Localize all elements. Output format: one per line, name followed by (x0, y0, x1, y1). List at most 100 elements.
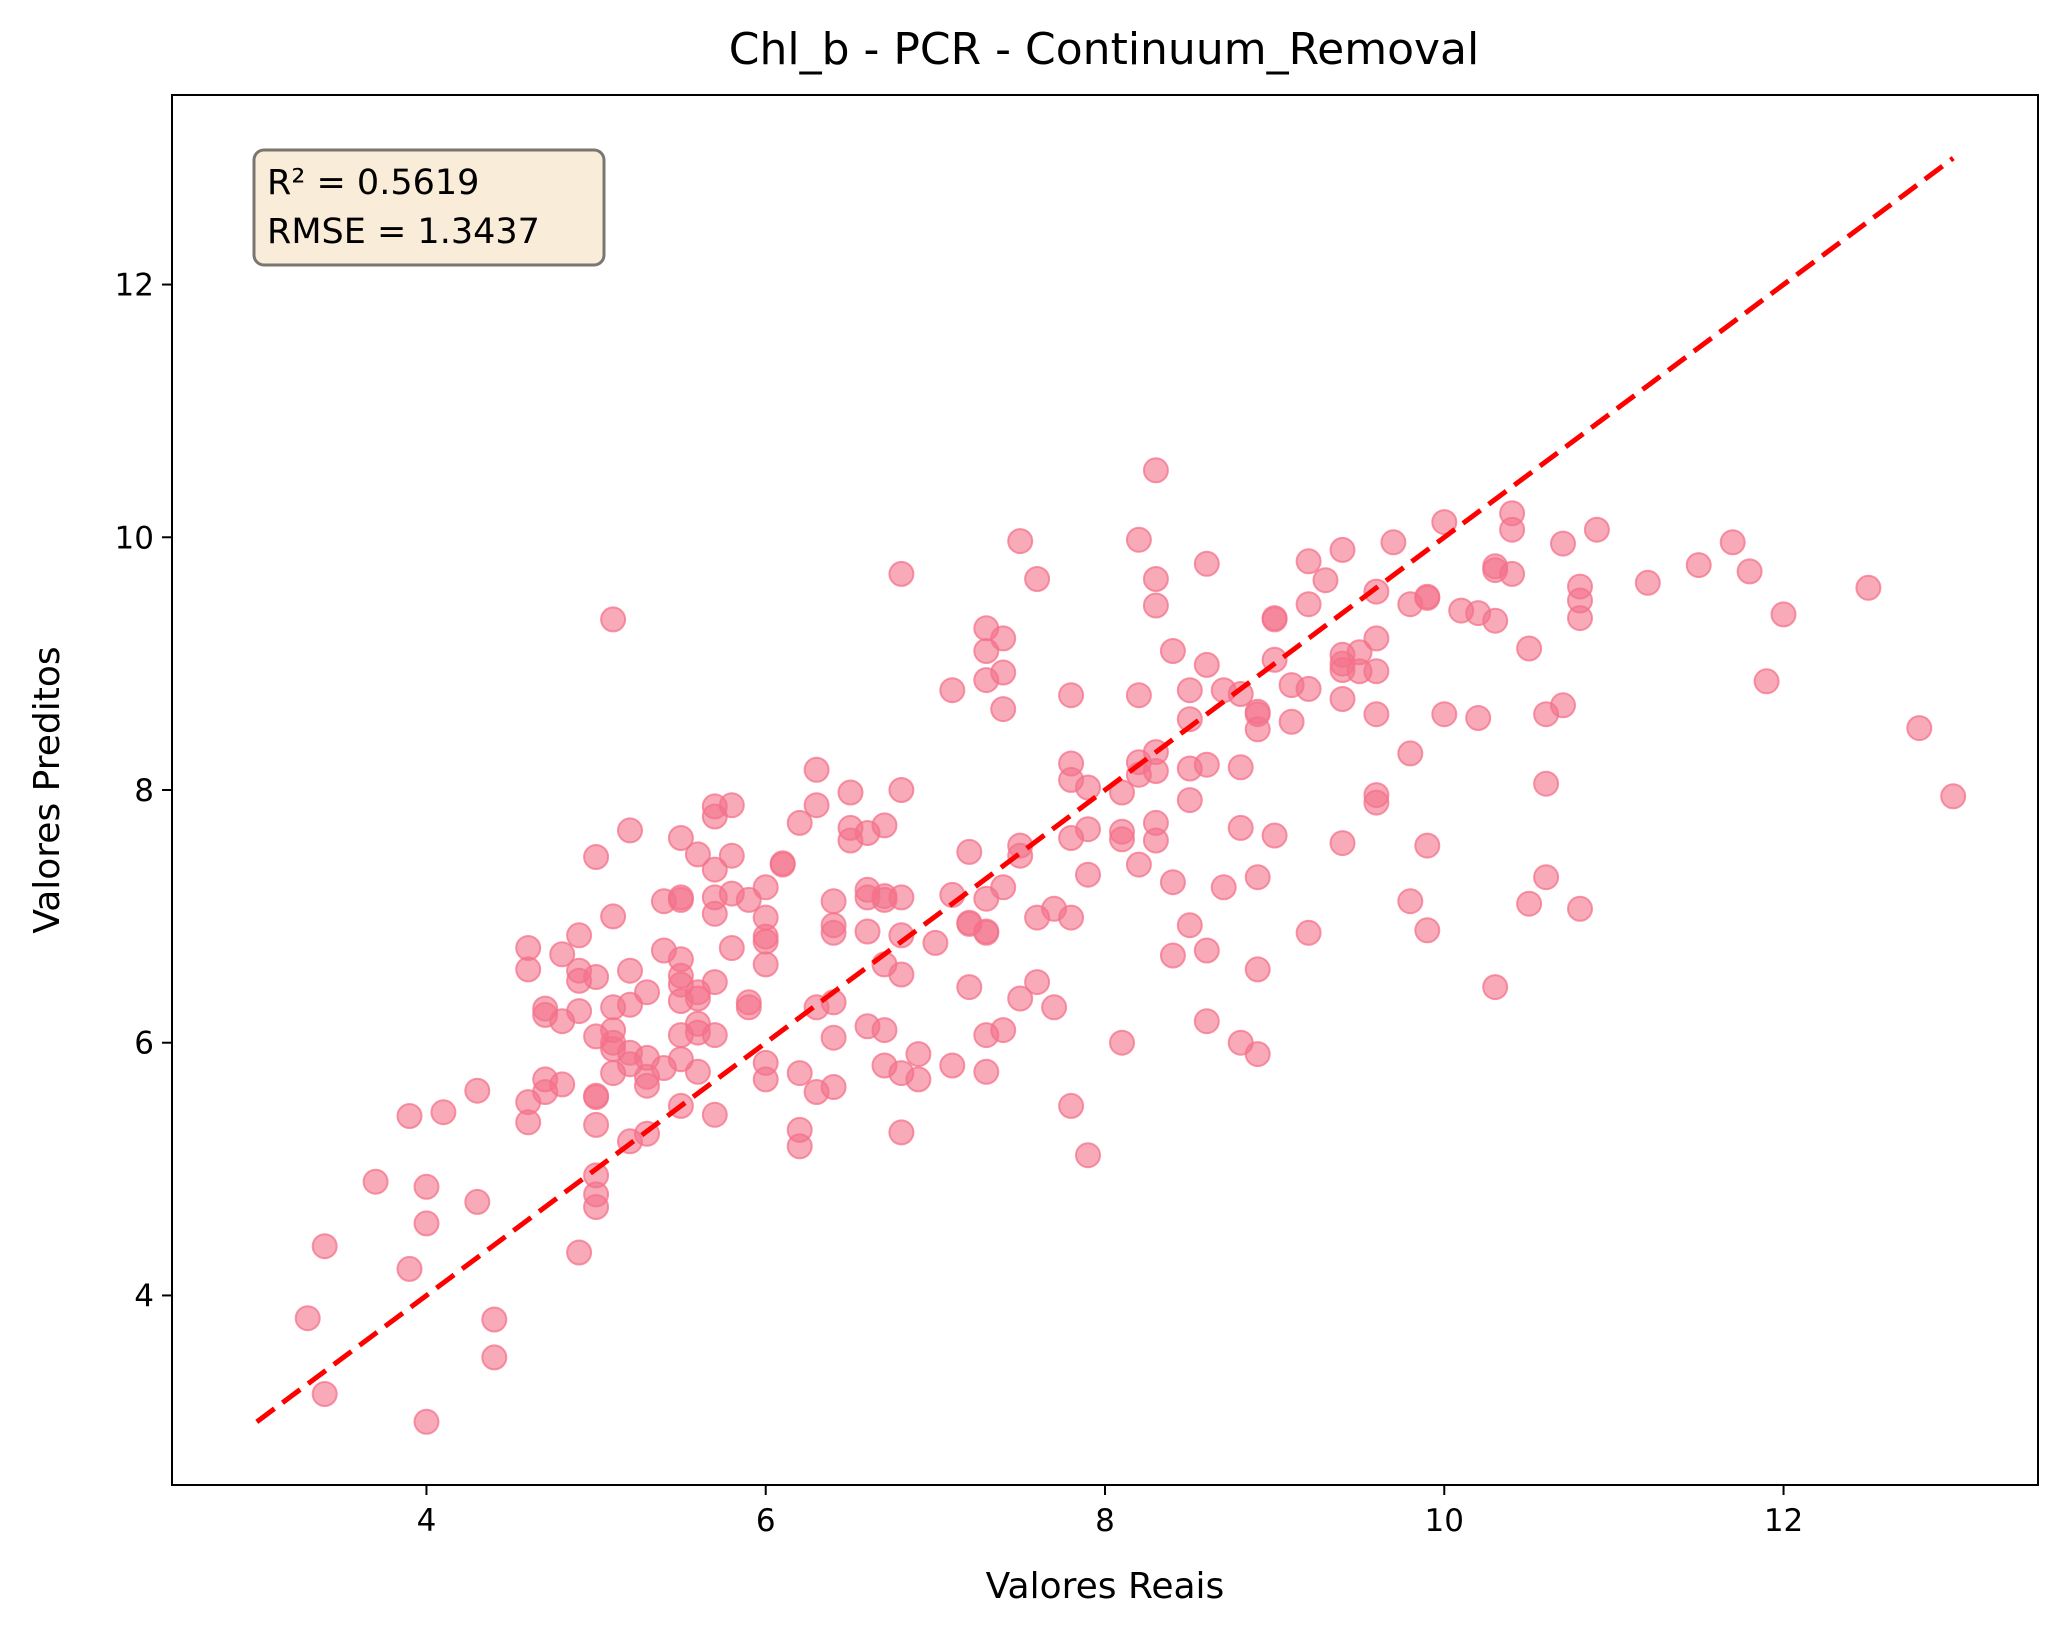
data-point-233 (1329, 686, 1356, 712)
data-point-221 (1261, 822, 1288, 849)
data-point-0 (294, 1305, 321, 1332)
data-point-78 (701, 856, 728, 883)
data-point-99 (769, 851, 796, 878)
data-point-13 (481, 1344, 508, 1371)
data-point-3 (362, 1168, 389, 1195)
stats-box-background (252, 148, 606, 267)
data-point-174 (1075, 816, 1101, 843)
data-point-252 (1431, 701, 1458, 728)
data-point-150 (973, 919, 1000, 946)
data-point-134 (888, 1119, 915, 1146)
data-point-155 (990, 696, 1017, 723)
data-point-187 (1142, 566, 1169, 592)
data-point-84 (718, 792, 745, 819)
data-point-248 (1414, 584, 1441, 611)
data-point-40 (600, 903, 627, 930)
data-point-30 (583, 844, 610, 870)
data-point-251 (1431, 509, 1458, 536)
data-point-156 (990, 874, 1017, 901)
data-point-9 (430, 1099, 457, 1126)
y-tick-label-4: 4 (134, 1278, 154, 1314)
data-point-75 (684, 1058, 711, 1085)
data-point-5 (396, 1255, 423, 1282)
data-point-199 (1176, 787, 1203, 814)
data-point-266 (1533, 770, 1560, 797)
data-point-267 (1533, 864, 1560, 891)
x-tick-label-12: 12 (1764, 1503, 1803, 1539)
data-point-283 (1940, 783, 1967, 810)
data-point-172 (1058, 1092, 1085, 1119)
data-point-181 (1125, 526, 1152, 553)
data-point-72 (684, 985, 711, 1012)
data-point-153 (990, 625, 1017, 652)
data-point-90 (735, 994, 762, 1021)
data-point-138 (939, 677, 966, 704)
data-point-87 (718, 935, 745, 961)
data-point-281 (1855, 574, 1882, 601)
data-point-202 (1193, 651, 1220, 678)
data-point-10 (464, 1077, 491, 1104)
data-point-29 (566, 1239, 593, 1266)
data-point-129 (888, 777, 915, 803)
data-point-207 (1210, 874, 1237, 901)
data-point-275 (1634, 569, 1661, 596)
data-point-4 (396, 1103, 423, 1129)
data-point-280 (1770, 601, 1797, 628)
data-point-277 (1719, 529, 1746, 556)
data-point-196 (1176, 677, 1203, 704)
data-point-215 (1244, 864, 1271, 891)
data-point-7 (413, 1210, 440, 1237)
data-point-22 (549, 941, 576, 968)
data-point-161 (1007, 985, 1034, 1012)
data-point-203 (1193, 751, 1220, 778)
data-point-185 (1125, 851, 1152, 878)
data-point-188 (1142, 592, 1169, 619)
data-point-85 (718, 842, 745, 869)
data-point-268 (1550, 530, 1576, 557)
data-point-258 (1482, 607, 1509, 634)
data-point-100 (786, 809, 813, 836)
data-point-182 (1125, 682, 1152, 709)
data-point-112 (820, 1024, 847, 1051)
data-point-223 (1278, 708, 1305, 735)
data-point-177 (1109, 779, 1135, 806)
data-point-157 (990, 1017, 1017, 1044)
data-point-24 (549, 1071, 576, 1098)
data-point-204 (1193, 937, 1220, 964)
data-point-237 (1363, 578, 1390, 605)
data-point-200 (1176, 912, 1203, 939)
data-point-104 (803, 756, 830, 783)
data-point-261 (1499, 516, 1526, 543)
data-point-152 (973, 1058, 1000, 1085)
data-point-105 (803, 792, 830, 819)
data-point-246 (1397, 888, 1424, 915)
data-point-120 (854, 918, 881, 945)
data-point-164 (1024, 969, 1051, 996)
data-point-52 (634, 979, 660, 1006)
y-tick-label-8: 8 (134, 773, 154, 809)
identity-line (255, 156, 1955, 1424)
data-point-82 (701, 1022, 728, 1049)
data-point-31 (583, 964, 610, 990)
data-point-273 (1567, 895, 1593, 922)
data-point-55 (634, 1072, 660, 1099)
r2-label: R² = 0.5619 (267, 163, 479, 203)
data-point-97 (752, 1066, 779, 1093)
data-point-158 (1007, 528, 1034, 555)
data-point-2 (311, 1381, 338, 1407)
data-point-34 (583, 1084, 610, 1111)
data-point-190 (1142, 758, 1169, 784)
data-point-136 (905, 1066, 932, 1093)
data-point-227 (1295, 919, 1322, 946)
data-point-274 (1583, 516, 1610, 543)
data-point-240 (1363, 701, 1390, 728)
data-point-17 (515, 1109, 542, 1136)
x-axis-label: Valores Reais (986, 1566, 1225, 1607)
y-tick-label-10: 10 (115, 520, 154, 556)
rmse-label: RMSE = 1.3437 (267, 212, 540, 252)
data-point-28 (566, 998, 593, 1025)
data-point-135 (905, 1041, 932, 1068)
data-point-137 (922, 929, 949, 956)
data-point-175 (1075, 861, 1101, 888)
data-point-234 (1329, 830, 1356, 857)
